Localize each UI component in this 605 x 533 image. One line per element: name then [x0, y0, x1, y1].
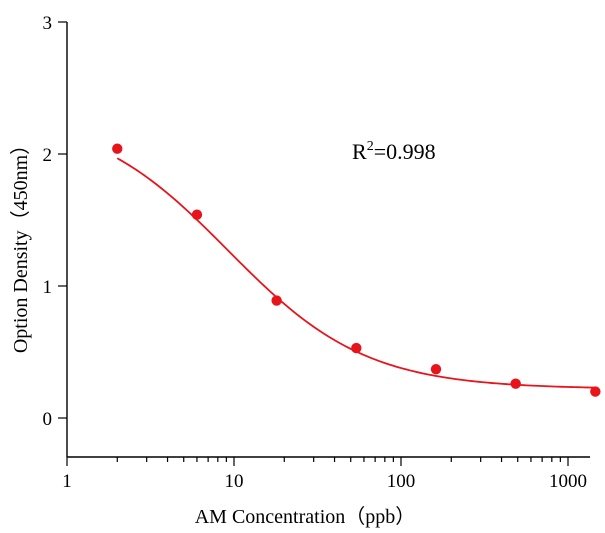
- data-point: [430, 363, 442, 375]
- x-tick-label: 10: [225, 471, 244, 492]
- r-squared-superscript: 2: [367, 139, 374, 154]
- x-tick-label: 1: [62, 471, 72, 492]
- x-ticks: 1 10 100 1000: [62, 457, 587, 492]
- r-squared-annotation: R2=0.998: [352, 139, 436, 164]
- data-points: [112, 143, 601, 397]
- y-tick-label: 1: [43, 277, 53, 298]
- data-point: [271, 295, 282, 306]
- y-tick-label: 2: [43, 145, 53, 166]
- data-point: [112, 143, 123, 154]
- data-point: [590, 386, 601, 397]
- x-tick-label: 100: [387, 471, 416, 492]
- y-tick-label: 3: [43, 13, 53, 34]
- y-ticks: 0 1 2 3: [43, 13, 67, 430]
- x-tick-label: 1000: [549, 471, 587, 492]
- y-axis-title: Option Density（450nm）: [9, 135, 32, 353]
- x-axis-title: AM Concentration（ppb）: [195, 505, 416, 528]
- y-tick-label: 0: [43, 409, 53, 430]
- axes: [66, 22, 590, 458]
- data-point: [510, 378, 521, 389]
- annotation-layer: R2=0.998: [352, 139, 436, 164]
- data-point: [351, 342, 362, 354]
- r-squared-main: R: [352, 139, 367, 164]
- r-squared-value: =0.998: [374, 139, 436, 164]
- data-point: [191, 209, 203, 220]
